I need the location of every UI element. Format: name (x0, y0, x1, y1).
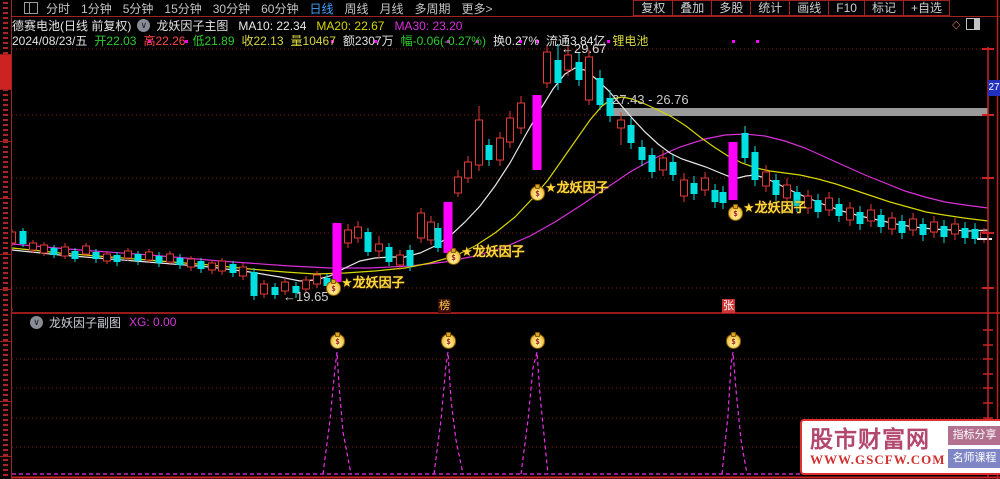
toolbar-button-7[interactable]: +自选 (903, 0, 950, 16)
watermark-badge-2: 名师课程 (947, 449, 1000, 468)
moneybag-icon: $ (446, 248, 461, 265)
period-list: 分时 1分钟 5分钟 15分钟 30分钟 60分钟 日线 周线 月线 多周期 更多> (46, 0, 504, 17)
toolbar-buttons: 复权 叠加 多股 统计 画线 F10 标记 +自选 (633, 0, 950, 16)
moneybag-icon: $ (326, 279, 341, 296)
quote-close: 收22.13 (241, 33, 284, 48)
toolbar-button-4[interactable]: 画线 (790, 0, 830, 16)
watermark-title: 股市财富网 (810, 426, 930, 452)
watermark-url: WWW.GSCFW.COM (810, 452, 946, 467)
left-tab-selected[interactable] (0, 55, 11, 90)
stock-title: 德赛电池(日线 前复权) (12, 19, 132, 33)
low-price-label: ←19.65 (283, 289, 329, 304)
indicator-header: 德赛电池(日线 前复权) ∨ 龙妖因子主图 MA10: 22.34 MA20: … (12, 18, 952, 34)
toolbar-button-5[interactable]: F10 (829, 0, 865, 16)
watermark-badge-1: 指标分享 (947, 426, 1000, 445)
quote-change: 幅-0.06(-0.27%) (400, 33, 486, 48)
toolbar-button-3[interactable]: 统计 (751, 0, 791, 16)
signal-label: ★龙妖因子 (461, 244, 525, 259)
left-tab[interactable] (0, 90, 11, 142)
period-tab-0[interactable]: 分时 (46, 1, 71, 16)
moneybag-icon: $ (530, 332, 545, 349)
left-tab[interactable] (0, 142, 11, 199)
toolbar-button-0[interactable]: 复权 (633, 0, 674, 16)
ma10-value: MA10: 22.34 (238, 18, 307, 33)
quote-low: 低21.89 (192, 33, 235, 48)
left-tab[interactable] (0, 342, 11, 402)
quote-turnover: 换0.27% (492, 33, 540, 48)
moneybag-icon: $ (728, 204, 743, 221)
subchart-title: 龙妖因子副图 (49, 315, 122, 330)
chart-corner-icons: ◇ (952, 17, 992, 31)
period-tab-3[interactable]: 15分钟 (164, 1, 202, 16)
period-tab-6[interactable]: 日线 (309, 1, 334, 16)
left-tab[interactable] (0, 255, 11, 290)
period-tab-1[interactable]: 1分钟 (81, 1, 112, 16)
moneybag-icon: $ (726, 332, 741, 349)
period-tab-4[interactable]: 30分钟 (212, 1, 251, 16)
watermark: 股市财富网 WWW.GSCFW.COM 指标分享 名师课程 (800, 419, 1000, 475)
price-band-label: 27.43 - 26.76 (612, 92, 689, 107)
left-tab[interactable] (0, 199, 11, 255)
moneybag-icon: $ (441, 332, 456, 349)
moneybag-icon: $ (330, 332, 345, 349)
period-tab-7[interactable]: 周线 (344, 1, 369, 16)
watermark-text: 股市财富网 WWW.GSCFW.COM (810, 426, 946, 468)
watermark-badges: 指标分享 名师课程 (947, 426, 1000, 468)
signal-label: ★龙妖因子 (341, 275, 405, 290)
quote-float-cap: 流通3.84亿 (546, 33, 606, 48)
period-tab-2[interactable]: 5分钟 (122, 1, 154, 16)
quote-high: 高22.26 (143, 33, 186, 48)
quote-amount: 额2307万 (342, 33, 394, 48)
event-marker-zhang[interactable]: 张 (722, 299, 735, 313)
ma30-value: MA30: 23.20 (394, 18, 463, 33)
toolbar-button-6[interactable]: 标记 (864, 0, 904, 16)
main-indicator-title: 龙妖因子主图 (156, 19, 229, 33)
signal-label: ★龙妖因子 (743, 200, 807, 215)
xg-value: XG: 0.00 (129, 315, 177, 329)
diamond-icon[interactable]: ◇ (952, 18, 961, 31)
collapse-main-icon[interactable]: ∨ (137, 19, 151, 32)
period-tab-9[interactable]: 多周期 (414, 1, 451, 16)
toolbar-button-1[interactable]: 叠加 (673, 0, 713, 16)
collapse-sub-icon[interactable]: ∨ (30, 315, 43, 329)
left-tab[interactable] (0, 402, 11, 457)
left-tab[interactable] (0, 0, 11, 55)
left-tab[interactable] (0, 457, 11, 479)
period-tab-5[interactable]: 60分钟 (261, 1, 299, 16)
axis-price-badge: 27 (988, 80, 1000, 96)
split-window-icon[interactable] (966, 18, 981, 30)
signal-label: ★龙妖因子 (545, 180, 609, 195)
period-toolbar: 分时 1分钟 5分钟 15分钟 30分钟 60分钟 日线 周线 月线 多周期 更多> 复权 叠加 多股统… (12, 0, 998, 17)
left-tab-strip[interactable] (0, 0, 12, 479)
event-marker-bang[interactable]: 榜 (438, 299, 451, 313)
period-tab-8[interactable]: 月线 (379, 1, 404, 16)
quote-volume: 量10467 (290, 33, 336, 48)
left-tab[interactable] (0, 290, 11, 342)
layout-icon[interactable] (24, 2, 38, 14)
peak-price-label: ←29.67 (561, 41, 607, 56)
toolbar-button-2[interactable]: 多股 (712, 0, 752, 16)
subchart-header: ∨ 龙妖因子副图 XG: 0.00 (30, 315, 177, 330)
ma20-value: MA20: 22.67 (316, 18, 385, 33)
quote-open: 开22.03 (94, 33, 137, 48)
quote-date: 2024/08/23/五 (12, 33, 88, 48)
quote-sector: 锂电池 (612, 33, 649, 48)
moneybag-icon: $ (530, 184, 545, 201)
quote-bar: 2024/08/23/五 开22.03 高22.26 低21.89 收22.13 量104… (12, 33, 952, 48)
period-tab-10[interactable]: 更多> (461, 1, 493, 16)
